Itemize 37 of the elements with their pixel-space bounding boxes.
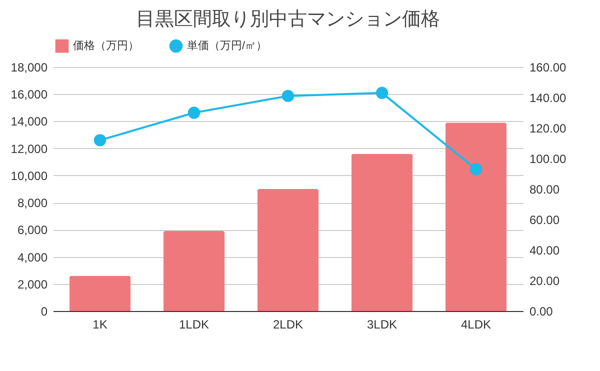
- bar: [69, 276, 131, 311]
- x-tick-label: 3LDK: [366, 318, 398, 332]
- point: [188, 106, 200, 119]
- y-tick-label: 16,000: [10, 88, 48, 102]
- y-tick-label: 0: [40, 304, 48, 318]
- bar: [351, 154, 413, 311]
- y-tick-label: 14,000: [10, 114, 48, 129]
- y2-tick-label: 20.00: [530, 274, 560, 288]
- chart-title: 目黒区間取り別中古マンション価格: [136, 9, 440, 30]
- x-tick-label: 1K: [92, 318, 108, 332]
- x-tick-label: 4LDK: [460, 318, 492, 332]
- x-tick-label: 2LDK: [272, 318, 304, 332]
- bar: [257, 189, 319, 311]
- legend-label: 価格（万円）: [73, 40, 139, 52]
- y2-tick-label: 120.00: [530, 122, 567, 136]
- x-tick-label: 1LDK: [178, 318, 210, 332]
- point: [282, 90, 294, 102]
- point: [376, 86, 388, 100]
- bar: [445, 122, 507, 311]
- y2-tick-label: 140.00: [530, 91, 567, 105]
- y-tick-label: 6,000: [17, 223, 48, 238]
- y-tick-label: 18,000: [10, 60, 48, 74]
- y2-tick-label: 60.00: [530, 213, 560, 227]
- y2-tick-label: 80.00: [530, 182, 560, 196]
- y-tick-label: 12,000: [10, 142, 48, 156]
- y-tick-label: 10,000: [10, 168, 48, 183]
- y2-tick-label: 100.00: [530, 152, 567, 166]
- y2-tick-label: 0.00: [530, 304, 554, 318]
- y-tick-label: 2,000: [17, 277, 48, 292]
- bar: [163, 231, 225, 311]
- y2-tick-label: 160.00: [530, 60, 567, 74]
- y-tick-label: 8,000: [17, 196, 48, 210]
- legend-label: 単価（万円/㎡）: [187, 40, 268, 52]
- y2-tick-label: 40.00: [530, 244, 560, 258]
- y-tick-label: 4,000: [17, 250, 48, 264]
- point: [94, 134, 106, 146]
- point: [470, 163, 482, 176]
